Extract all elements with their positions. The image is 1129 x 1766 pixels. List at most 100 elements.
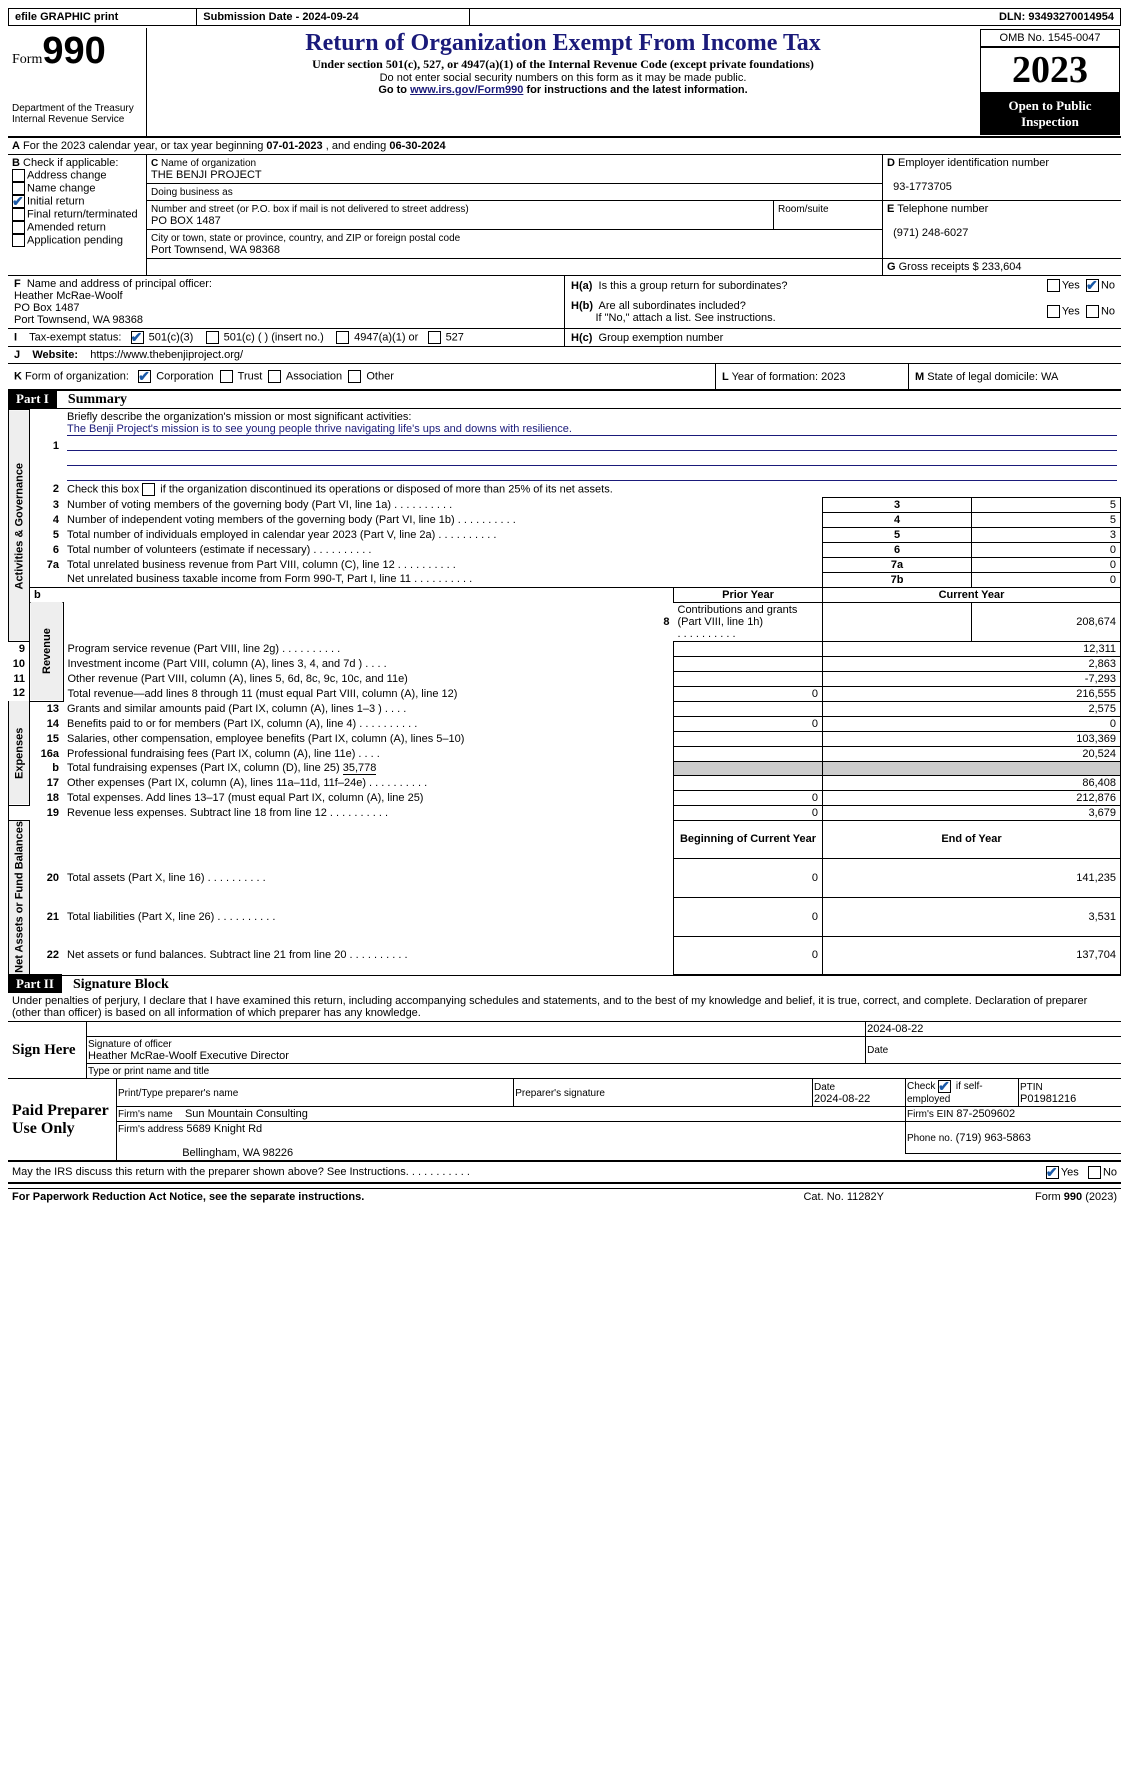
street: PO BOX 1487 xyxy=(151,215,221,227)
cb-discuss-no[interactable] xyxy=(1088,1166,1101,1179)
taxyear-text1: For the 2023 calendar year, or tax year … xyxy=(23,140,266,152)
sig-date: 2024-08-22 xyxy=(867,1023,923,1035)
prepsig-label: Preparer's signature xyxy=(515,1088,605,1099)
sidelabel-exp: Expenses xyxy=(9,701,30,805)
l12-text: Total revenue—add lines 8 through 11 (mu… xyxy=(68,688,458,700)
l2-num: 2 xyxy=(53,483,59,495)
officer-addr2: Port Townsend, WA 98368 xyxy=(14,314,143,326)
label-f: F xyxy=(14,278,21,290)
hb-yes: Yes xyxy=(1062,306,1080,318)
cb-initial-return[interactable] xyxy=(12,195,25,208)
firm-addr1: 5689 Knight Rd xyxy=(186,1123,262,1135)
i-527: 527 xyxy=(446,331,464,343)
e-text: Telephone number xyxy=(897,203,988,215)
l11-prior xyxy=(674,671,823,686)
prepdate-label: Date xyxy=(814,1082,835,1093)
hb-no: No xyxy=(1101,306,1115,318)
k-text: Form of organization: xyxy=(25,370,129,382)
cb-discuss-yes[interactable] xyxy=(1046,1166,1059,1179)
label-b: B xyxy=(12,157,20,169)
part2-header: Part II Signature Block xyxy=(8,975,1121,993)
taxyear-text2: , and ending xyxy=(323,140,390,152)
k-other: Other xyxy=(366,370,394,382)
label-i: I xyxy=(14,331,17,343)
firm-ein: 87-2509602 xyxy=(956,1108,1015,1120)
mission-line3 xyxy=(67,451,1117,466)
l7a-num: 7a xyxy=(47,559,59,571)
label-j: J xyxy=(14,349,20,361)
cb-address-change[interactable] xyxy=(12,169,25,182)
cb-corp[interactable] xyxy=(138,370,151,383)
sidelabel-rev: Revenue xyxy=(30,602,64,701)
cb-hb-yes[interactable] xyxy=(1047,305,1060,318)
cb-amended[interactable] xyxy=(12,221,25,234)
dba-label: Doing business as xyxy=(151,187,233,198)
omb-label: OMB No. xyxy=(1000,32,1048,44)
irs-label: Internal Revenue Service xyxy=(12,114,142,125)
l21-prior: 0 xyxy=(674,897,823,936)
part1-title: Summary xyxy=(60,392,127,407)
l22-num: 22 xyxy=(47,949,59,961)
prior-hdr: Prior Year xyxy=(722,589,774,601)
firmaddr-label: Firm's address xyxy=(118,1124,183,1135)
l1-num: 1 xyxy=(53,440,59,452)
l1-text: Briefly describe the organization's miss… xyxy=(67,411,411,423)
cb-discontinued[interactable] xyxy=(142,483,155,496)
officer-name: Heather McRae-Woolf xyxy=(14,290,123,302)
cb-527[interactable] xyxy=(428,331,441,344)
ein: 93-1773705 xyxy=(893,181,952,193)
l17-curr: 86,408 xyxy=(823,775,1121,790)
mission: The Benji Project's mission is to see yo… xyxy=(67,423,1117,436)
part1-header: Part I Summary xyxy=(8,391,1121,409)
l16b-text: Total fundraising expenses (Part IX, col… xyxy=(67,762,343,774)
cb-501c[interactable] xyxy=(206,331,219,344)
sidelabel-gov: Activities & Governance xyxy=(9,410,30,642)
l13-text: Grants and similar amounts paid (Part IX… xyxy=(67,703,382,715)
l17-text: Other expenses (Part IX, column (A), lin… xyxy=(67,777,366,789)
l6-val: 0 xyxy=(972,542,1121,557)
cb-self-employed[interactable] xyxy=(938,1080,951,1093)
l3-text: Number of voting members of the governin… xyxy=(67,499,391,511)
l5-box: 5 xyxy=(823,527,972,542)
taxyear-begin: 07-01-2023 xyxy=(266,140,322,152)
l22-prior: 0 xyxy=(674,936,823,975)
cb-final-return[interactable] xyxy=(12,208,25,221)
page-footer: For Paperwork Reduction Act Notice, see … xyxy=(8,1188,1121,1205)
form-header: Form990 Department of the Treasury Inter… xyxy=(8,28,1121,138)
firm-phone: (719) 963-5863 xyxy=(956,1132,1031,1144)
i-4947: 4947(a)(1) or xyxy=(354,331,418,343)
year-formation: 2023 xyxy=(821,371,845,383)
l21-text: Total liabilities (Part X, line 26) xyxy=(67,911,214,923)
cb-ha-yes[interactable] xyxy=(1047,279,1060,292)
cb-trust[interactable] xyxy=(220,370,233,383)
l10-num: 10 xyxy=(13,658,25,670)
ha-no: No xyxy=(1101,280,1115,292)
label-hc: H(c) xyxy=(571,332,592,344)
cb-other[interactable] xyxy=(348,370,361,383)
l19-prior: 0 xyxy=(674,805,823,820)
subdate: 2024-09-24 xyxy=(302,11,358,23)
l-text: Year of formation: xyxy=(732,371,821,383)
l16b-prior-grey xyxy=(674,761,823,775)
cb-501c3[interactable] xyxy=(131,331,144,344)
l14-num: 14 xyxy=(47,718,59,730)
l22-text: Net assets or fund balances. Subtract li… xyxy=(67,949,346,961)
ein-label: Firm's EIN xyxy=(907,1109,953,1120)
gross-receipts: 233,604 xyxy=(982,261,1022,273)
city: Port Townsend, WA 98368 xyxy=(151,244,280,256)
l8-text: Contributions and grants (Part VIII, lin… xyxy=(678,604,798,628)
sigoff-label: Signature of officer xyxy=(88,1039,172,1050)
label-c: C xyxy=(151,158,158,169)
cb-application[interactable] xyxy=(12,234,25,247)
form990-link[interactable]: www.irs.gov/Form990 xyxy=(410,84,523,96)
l14-curr: 0 xyxy=(823,716,1121,731)
cb-hb-no[interactable] xyxy=(1086,305,1099,318)
l4-box: 4 xyxy=(823,512,972,527)
l8-curr: 208,674 xyxy=(972,602,1121,641)
firmphone-label: Phone no. xyxy=(907,1133,953,1144)
l9-text: Program service revenue (Part VIII, line… xyxy=(68,643,280,655)
cb-ha-no[interactable] xyxy=(1086,279,1099,292)
cb-assoc[interactable] xyxy=(268,370,281,383)
cb-4947[interactable] xyxy=(336,331,349,344)
l5-num: 5 xyxy=(53,529,59,541)
